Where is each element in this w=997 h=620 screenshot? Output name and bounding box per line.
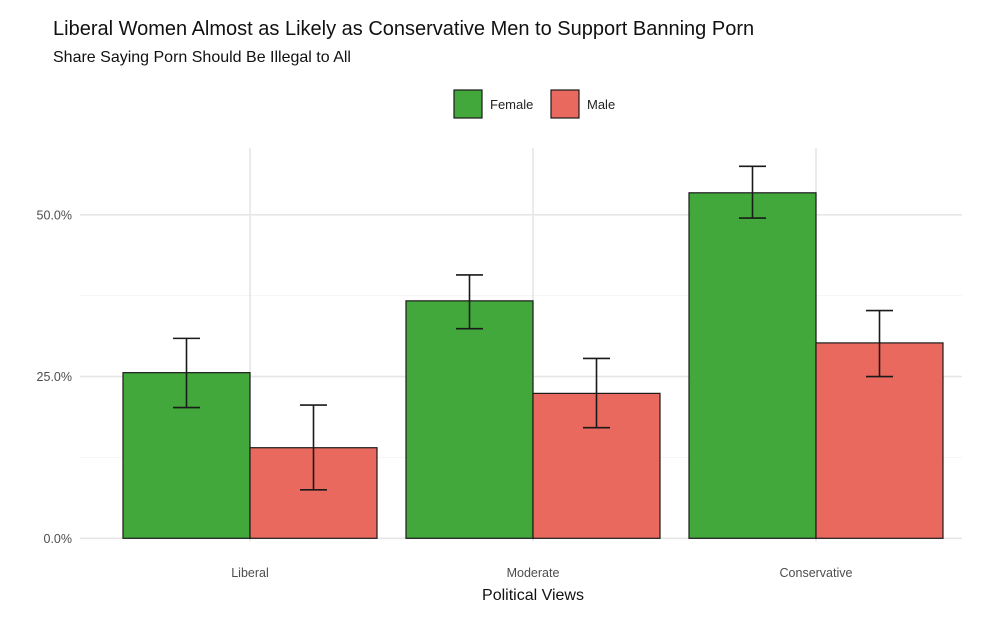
- legend-item-female: Female: [453, 89, 533, 119]
- y-tick-label: 25.0%: [37, 370, 72, 384]
- error-bar: [739, 165, 766, 219]
- bar-female-moderate: [405, 300, 534, 539]
- x-axis-title: Political Views: [482, 587, 584, 604]
- legend-swatch: [550, 89, 580, 119]
- legend-label: Female: [490, 97, 533, 112]
- legend-item-male: Male: [550, 89, 615, 119]
- error-bar: [866, 309, 893, 378]
- x-tick-label: Conservative: [780, 566, 853, 580]
- error-bar: [300, 404, 327, 491]
- y-tick-label: 50.0%: [37, 208, 72, 222]
- x-tick-label: Moderate: [507, 566, 560, 580]
- legend-label: Male: [587, 97, 615, 112]
- error-bar: [456, 274, 483, 330]
- y-tick-label: 0.0%: [44, 532, 73, 546]
- legend-swatch: [453, 89, 483, 119]
- x-tick-label: Liberal: [231, 566, 269, 580]
- error-bar: [173, 337, 200, 409]
- bar-female-conservative: [688, 192, 817, 539]
- error-bar: [583, 357, 610, 429]
- chart-subtitle: Share Saying Porn Should Be Illegal to A…: [53, 49, 351, 66]
- chart-title: Liberal Women Almost as Likely as Conser…: [53, 18, 755, 40]
